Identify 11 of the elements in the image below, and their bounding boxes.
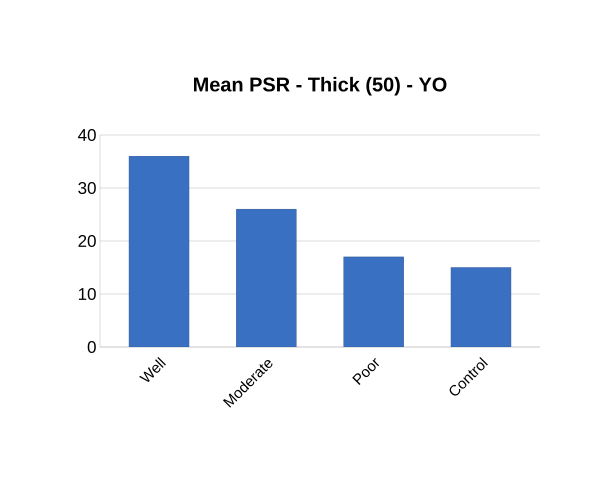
chart-title: Mean PSR - Thick (50) - YO	[194, 76, 446, 96]
bar	[128, 156, 190, 347]
bar	[450, 267, 512, 347]
y-tick-label: 0	[88, 341, 96, 353]
y-tick-label: 20	[78, 235, 96, 247]
y-tick-label: 30	[78, 182, 96, 194]
x-tick-label: Well	[139, 356, 166, 382]
y-tick-label: 10	[78, 288, 96, 300]
bar	[236, 209, 297, 347]
y-tick-label: 40	[78, 129, 96, 141]
bar	[343, 256, 404, 347]
